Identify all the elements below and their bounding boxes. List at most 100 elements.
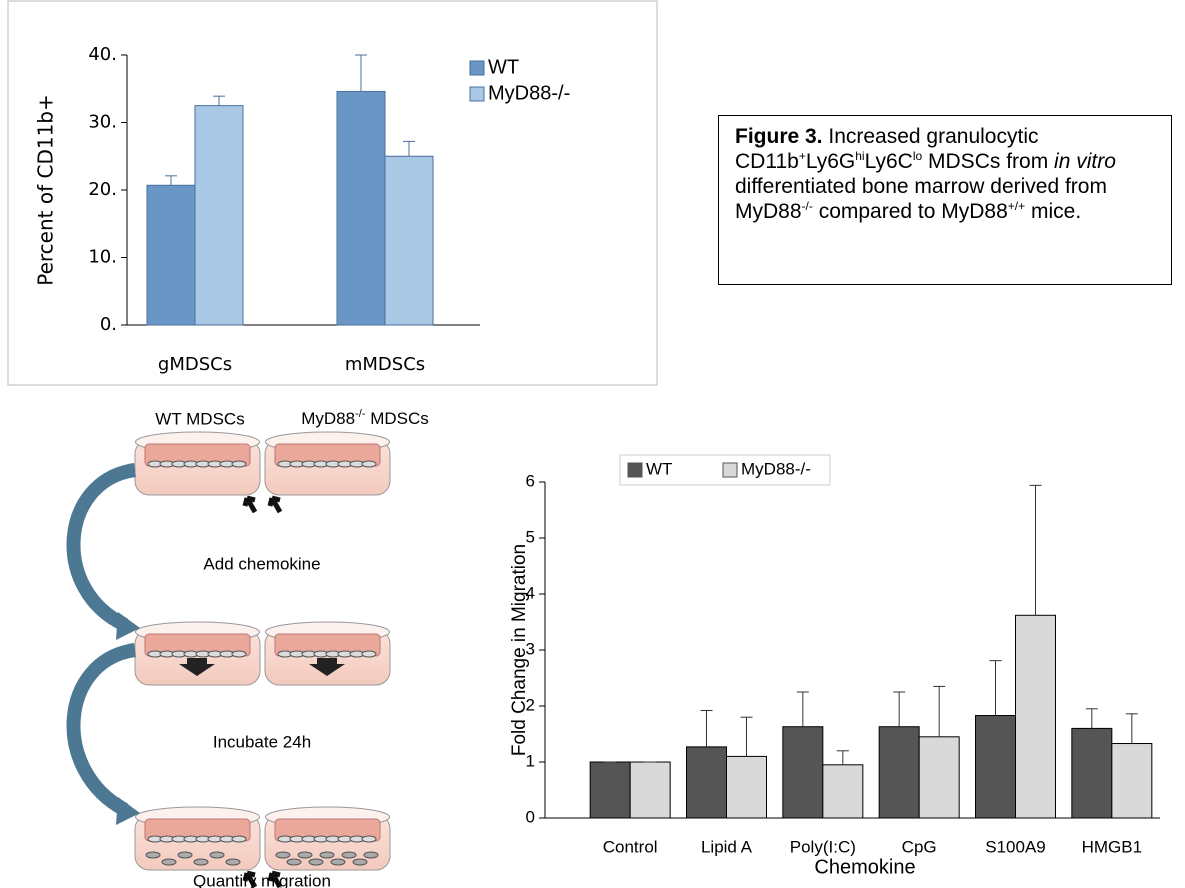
pointer: [242, 495, 258, 514]
bar: [146, 184, 196, 326]
error-bar: [893, 691, 906, 727]
caption-part: Increased granulocytic CD11b: [735, 125, 1039, 173]
error-bar: [700, 709, 713, 747]
bar: [384, 155, 434, 326]
bar: [194, 105, 244, 326]
bar: [975, 715, 1016, 819]
migration-arrow: [179, 658, 215, 676]
error-bar: [1029, 484, 1042, 616]
y-axis-label: Percent of CD11b+: [34, 94, 58, 286]
error-bar: [213, 95, 225, 106]
cell: [361, 650, 377, 658]
cell: [286, 858, 302, 866]
x-tick-label: Poly(I:C): [790, 837, 856, 856]
y-tick-label: 30.: [88, 112, 117, 133]
caption-part: in vitro: [1054, 150, 1116, 173]
pointer: [242, 870, 258, 888]
legend-label: WT: [646, 459, 672, 478]
pointer: [267, 495, 283, 514]
error-bar: [355, 54, 367, 92]
y-tick-label: 0.: [100, 314, 117, 335]
x-tick-label: gMDSCs: [158, 354, 232, 375]
caption-part: lo: [912, 149, 923, 163]
caption-part: differentiated bone marrow derived from …: [735, 175, 1107, 223]
y-tick-label: 5: [526, 527, 535, 546]
y-tick-label: 4: [526, 583, 535, 602]
y-tick-label: 1: [526, 751, 535, 770]
x-tick-label: Lipid A: [701, 837, 753, 856]
y-tick-label: 40.: [88, 44, 117, 65]
cell: [308, 858, 324, 866]
bar: [918, 736, 960, 819]
bar: [336, 90, 386, 326]
caption-part: Ly6G: [805, 150, 856, 173]
step-label: Incubate 24h: [213, 732, 311, 751]
bar: [878, 726, 920, 819]
y-tick-label: 0: [526, 807, 535, 826]
diagram-label: MyD88-/- MDSCs: [301, 408, 429, 429]
caption-part: +: [798, 149, 806, 163]
cell: [209, 851, 225, 859]
arrowhead: [116, 612, 140, 640]
y-tick-label: 20.: [88, 179, 117, 200]
cell: [319, 851, 335, 859]
arrowhead: [116, 797, 140, 825]
caption-part: +/+: [1007, 199, 1026, 213]
flow-arrow: [66, 463, 137, 632]
bar: [822, 764, 864, 819]
error-bar: [740, 716, 753, 757]
dishes: [134, 431, 391, 888]
error-bar: [796, 691, 809, 727]
cell: [341, 851, 357, 859]
bar: [1111, 743, 1153, 819]
error-bar: [836, 750, 849, 765]
cell: [363, 851, 379, 859]
cell: [330, 858, 346, 866]
cell: [297, 851, 313, 859]
cell: [161, 858, 177, 866]
step-label: Add chemokine: [203, 554, 320, 573]
bar: [1071, 727, 1113, 819]
error-bar: [989, 660, 1002, 716]
error-bar: [1125, 713, 1138, 744]
caption-part: compared to MyD88: [812, 200, 1008, 223]
error-bar: [403, 140, 415, 157]
y-tick-label: 10.: [88, 247, 117, 268]
legend-label: MyD88-/-: [741, 459, 811, 478]
migration-arrow: [309, 658, 345, 676]
label-part: -/-: [355, 408, 366, 420]
legend-swatch: [627, 462, 643, 478]
x-tick-label: CpG: [902, 837, 937, 856]
y-tick-label: 2: [526, 695, 535, 714]
caption-part: hi: [855, 149, 865, 163]
bar: [589, 761, 631, 819]
error-bar: [933, 685, 946, 737]
label-part: MyD88: [301, 409, 355, 428]
legend-label: WT: [488, 56, 519, 78]
caption: Figure 3. Increased granulocytic CD11b+L…: [718, 115, 1172, 285]
cell: [231, 650, 247, 658]
cell: [177, 851, 193, 859]
pointer: [267, 870, 283, 888]
cell: [275, 851, 291, 859]
x-tick-label: Control: [603, 837, 658, 856]
cell: [231, 835, 247, 843]
y-tick-label: 3: [526, 639, 535, 658]
bar: [726, 755, 767, 819]
diagram: WT MDSCs MyD88-/- MDSCs Add chemokine In…: [66, 408, 429, 888]
error-bar: [165, 175, 177, 186]
cell: [352, 858, 368, 866]
bar: [686, 746, 727, 819]
legend-swatch: [722, 462, 738, 478]
error-bar: [1085, 708, 1098, 729]
legend-swatch: [469, 86, 485, 102]
y-tick-label: 6: [526, 471, 535, 490]
flow-arrow: [66, 643, 137, 817]
cell: [231, 460, 247, 468]
diagram-label: WT MDSCs: [155, 409, 244, 428]
x-tick-label: mMDSCs: [345, 354, 425, 375]
caption-part: -/-: [801, 199, 813, 213]
bar: [629, 761, 671, 819]
legend-box: [619, 454, 831, 486]
